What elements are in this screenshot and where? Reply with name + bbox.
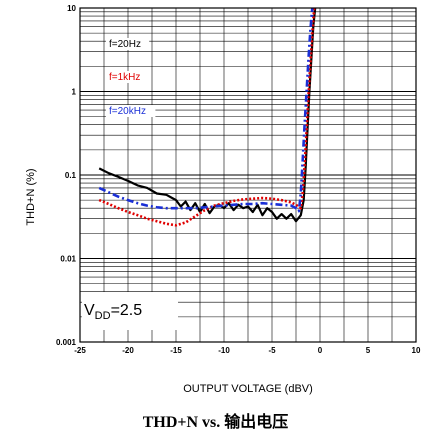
x-tick-label: 0 bbox=[318, 346, 323, 355]
x-tick-label: -5 bbox=[268, 346, 276, 355]
series-line bbox=[98, 7, 314, 213]
y-tick-label: 1 bbox=[72, 88, 77, 97]
legend-label-bg bbox=[106, 38, 150, 50]
y-tick-labels: 0.001 0.01 0.1 1 10 bbox=[56, 4, 77, 347]
x-tick-label: -25 bbox=[74, 346, 86, 355]
legend-label: f=1kHz bbox=[109, 72, 140, 83]
y-axis-title: THD+N (%) bbox=[25, 168, 37, 225]
grid bbox=[80, 8, 416, 342]
x-tick-label: -15 bbox=[170, 346, 182, 355]
y-tick-label: 0.1 bbox=[65, 171, 77, 180]
y-tick-label: 0.01 bbox=[60, 255, 76, 264]
x-tick-label: -10 bbox=[218, 346, 230, 355]
series-line bbox=[98, 7, 316, 227]
x-tick-label: -20 bbox=[122, 346, 134, 355]
thd-vs-output-voltage-chart: -25 -20 -15 -10 -5 0 5 10 0.001 0.01 0.1 1 10 f=20H… bbox=[25, 4, 421, 395]
legend-label: f=20kHz bbox=[109, 106, 146, 117]
legend-label-bg bbox=[106, 71, 150, 83]
y-tick-label: 0.001 bbox=[56, 338, 77, 347]
x-tick-label: 5 bbox=[366, 346, 371, 355]
legend-label-bg bbox=[106, 105, 156, 117]
chart-caption: THD+N vs. 输出电压 bbox=[142, 414, 289, 431]
plot-frame bbox=[79, 7, 417, 343]
y-tick-label: 10 bbox=[67, 4, 76, 13]
vdd-annotation: VDD=2.5 bbox=[84, 302, 142, 322]
x-tick-labels: -25 -20 -15 -10 -5 0 5 10 bbox=[74, 346, 421, 355]
series-lines bbox=[98, 7, 317, 227]
vdd-annotation-box bbox=[82, 292, 178, 330]
x-tick-label: 10 bbox=[412, 346, 421, 355]
series-line bbox=[98, 7, 317, 223]
legend: f=20Hz f=1kHz f=20kHz bbox=[106, 38, 156, 117]
legend-label: f=20Hz bbox=[109, 39, 141, 50]
x-axis-title: OUTPUT VOLTAGE (dBV) bbox=[183, 383, 313, 395]
